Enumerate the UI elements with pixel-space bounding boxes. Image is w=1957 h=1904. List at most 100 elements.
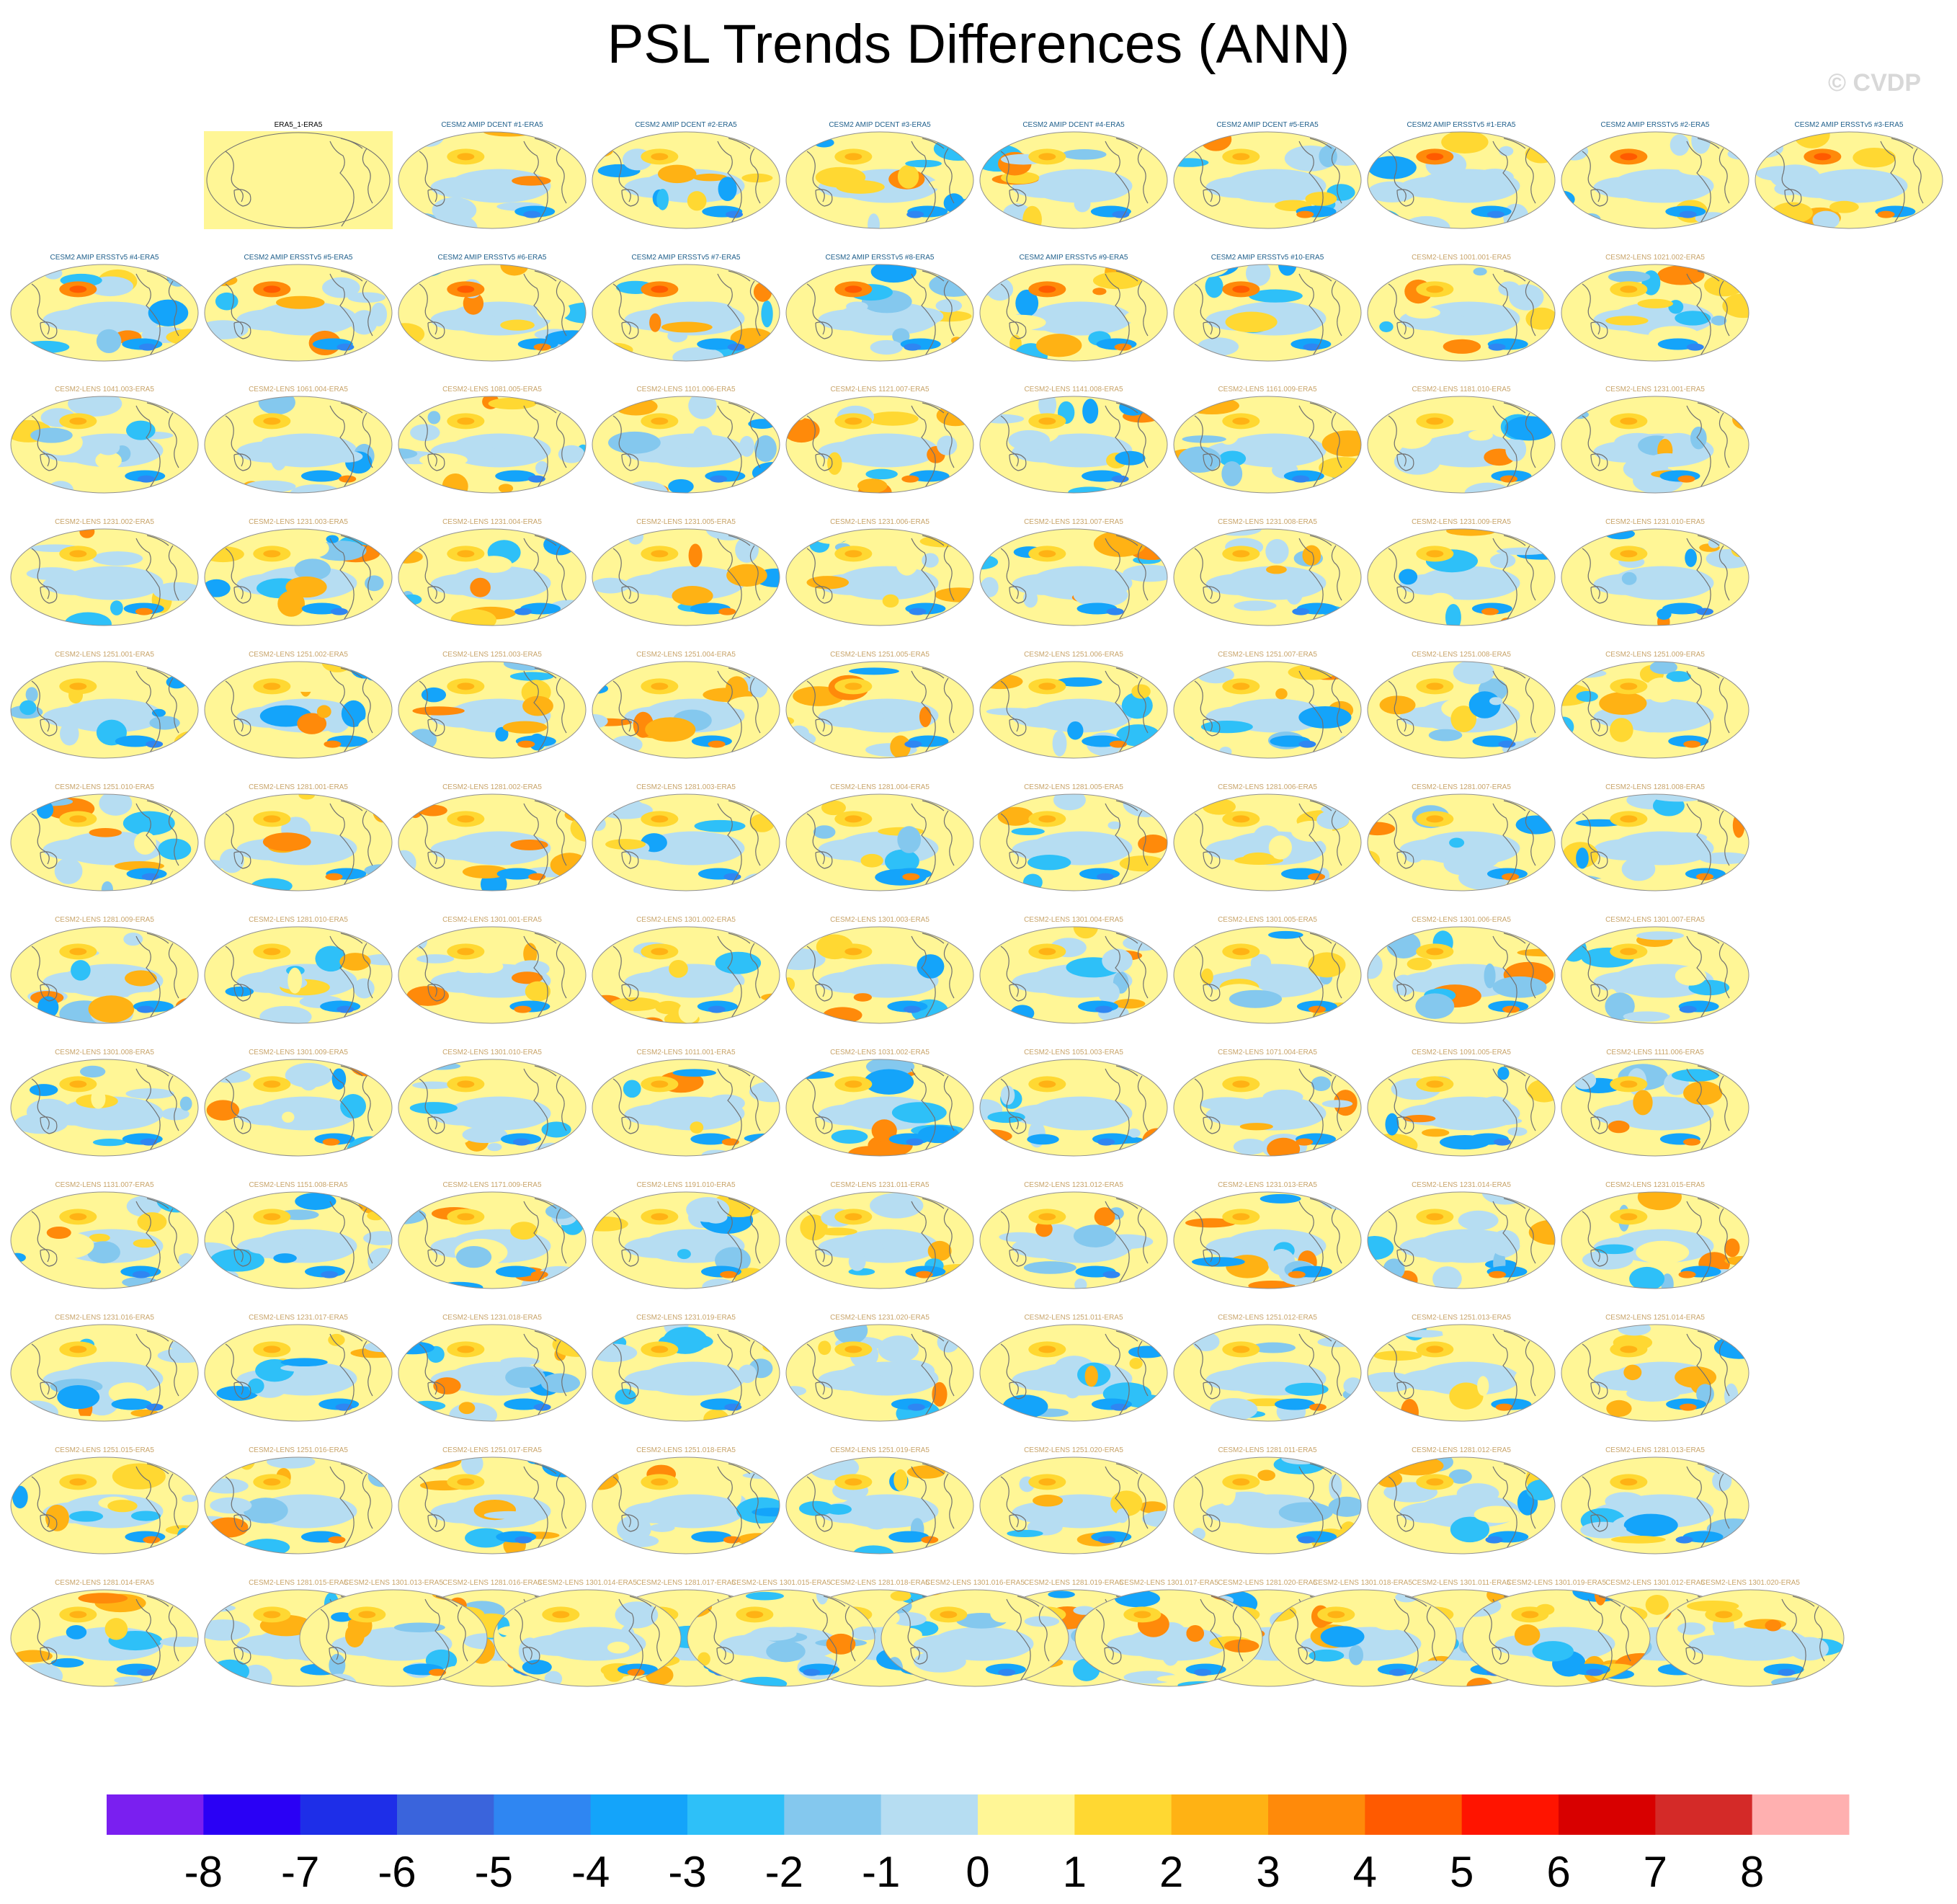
- panel-title: CESM2-LENS 1131.007-ERA5: [55, 1181, 154, 1189]
- coastline: [362, 810, 373, 866]
- coastline: [1200, 1598, 1225, 1685]
- map-field: [11, 1590, 198, 1686]
- coastline: [1194, 1211, 1213, 1263]
- coastline: [749, 1340, 761, 1397]
- coastline: [728, 1065, 751, 1077]
- coastline: [1492, 1068, 1517, 1155]
- panel-title: CESM2-LENS 1051.003-ERA5: [1024, 1049, 1123, 1056]
- coastline: [1492, 1333, 1517, 1420]
- coastline: [1503, 138, 1526, 149]
- coastline: [1525, 280, 1536, 337]
- coastline: [1203, 1116, 1221, 1134]
- map-outline: [979, 1324, 1168, 1422]
- coastline: [329, 670, 355, 757]
- coastline: [1396, 586, 1414, 604]
- panel-title: CESM2-LENS 1301.010-ERA5: [442, 1049, 542, 1056]
- map-field: [205, 1325, 392, 1421]
- coastline: [523, 1068, 548, 1155]
- coastline: [419, 548, 437, 600]
- coastline: [340, 800, 363, 811]
- coastline: [1880, 141, 1905, 227]
- coastline: [1115, 667, 1138, 679]
- coastline: [1009, 1382, 1027, 1400]
- map-outline: [493, 1589, 682, 1687]
- coastline: [233, 1116, 251, 1134]
- map-outline: [1561, 1324, 1749, 1422]
- coastline: [1388, 680, 1407, 732]
- coastline: [1105, 405, 1130, 491]
- coastline: [362, 1340, 373, 1397]
- coastline: [922, 535, 945, 546]
- coastline: [168, 545, 179, 601]
- map-panel: CESM2-LENS 1281.009-ERA5: [10, 916, 199, 1024]
- map-outline: [785, 1191, 974, 1289]
- coastline: [943, 1340, 955, 1397]
- panel-title: CESM2-LENS 1281.003-ERA5: [636, 783, 736, 791]
- coastline: [1718, 943, 1730, 999]
- coastline: [728, 1330, 751, 1342]
- coastline: [419, 680, 437, 732]
- coastline: [943, 412, 955, 468]
- map-outline: [398, 1456, 587, 1554]
- map-field: [1561, 927, 1749, 1023]
- coastline: [168, 1075, 179, 1131]
- coastline: [523, 1333, 548, 1420]
- coastline: [523, 1466, 548, 1552]
- coastline: [329, 141, 355, 227]
- panel-title: CESM2-LENS 1231.012-ERA5: [1024, 1181, 1123, 1189]
- coastline: [427, 453, 445, 471]
- coastline: [427, 1116, 445, 1134]
- coastline: [556, 1208, 567, 1264]
- coastline: [716, 1647, 734, 1665]
- coastline: [612, 1211, 631, 1263]
- coastline: [362, 1208, 373, 1264]
- coastline: [362, 677, 373, 734]
- map-field: [592, 132, 780, 228]
- coastline: [1309, 1198, 1332, 1209]
- coastline: [556, 280, 567, 337]
- panel-title: CESM2-LENS 1281.012-ERA5: [1412, 1446, 1511, 1454]
- coastline: [233, 189, 251, 207]
- coastline: [612, 151, 631, 203]
- map-panel: CESM2-LENS 1101.006-ERA5: [592, 386, 780, 494]
- coastline: [1590, 984, 1608, 1002]
- coastline: [146, 1330, 169, 1342]
- coastline: [1298, 1466, 1324, 1552]
- coastline: [1331, 148, 1342, 204]
- map-panel: CESM2-LENS 1231.014-ERA5: [1367, 1181, 1556, 1289]
- panel-title: CESM2-LENS 1281.004-ERA5: [830, 783, 930, 791]
- coastline: [1009, 1514, 1027, 1532]
- coastline: [728, 535, 751, 546]
- map-field: [398, 1457, 586, 1554]
- panel-title: CESM2-LENS 1301.001-ERA5: [442, 916, 542, 924]
- coastline: [806, 1211, 825, 1263]
- coastline: [514, 1609, 532, 1660]
- coastline: [435, 1596, 458, 1607]
- coastline: [135, 1201, 161, 1287]
- coastline: [419, 151, 437, 203]
- map-field: [398, 396, 586, 493]
- coastline: [1388, 1476, 1407, 1528]
- map-field: [980, 794, 1167, 891]
- coastline: [523, 935, 548, 1022]
- coastline: [1298, 803, 1324, 889]
- panel-title: CESM2-LENS 1301.003-ERA5: [830, 916, 930, 924]
- map-field: [786, 264, 973, 361]
- coastline: [1115, 270, 1138, 282]
- map-outline: [979, 264, 1168, 362]
- coastline: [806, 813, 825, 865]
- map-outline: [204, 528, 393, 626]
- coastline: [1006, 1598, 1031, 1685]
- coastline: [1137, 1340, 1149, 1397]
- coastline: [1009, 321, 1027, 339]
- coastline: [728, 1198, 751, 1209]
- coastline: [1396, 321, 1414, 339]
- coastline: [1388, 1211, 1407, 1263]
- coastline: [806, 680, 825, 732]
- map-field: [786, 1192, 973, 1289]
- panel-title: CESM2-LENS 1281.010-ERA5: [249, 916, 348, 924]
- map-outline: [1173, 396, 1362, 494]
- map-field: [1755, 132, 1943, 228]
- coastline: [1137, 1473, 1149, 1529]
- map-field: [1368, 529, 1555, 626]
